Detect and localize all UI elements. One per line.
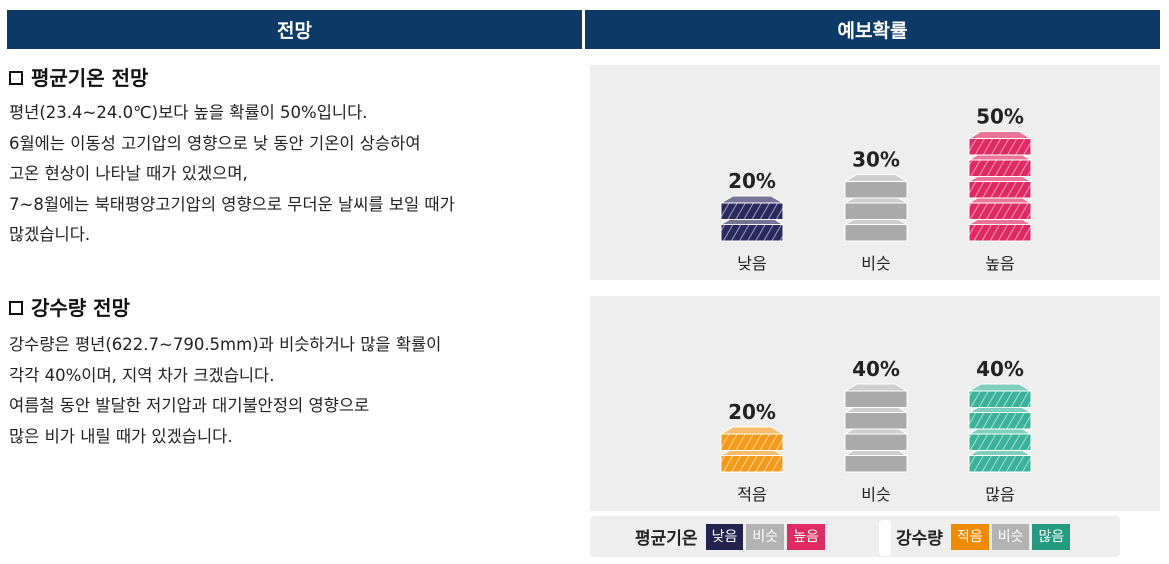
bar-segment-top	[967, 131, 1033, 139]
temperature-description: 평년(23.4~24.0℃)보다 높을 확률이 50%입니다. 6월에는 이동성 …	[9, 98, 455, 251]
bar-segment	[844, 455, 908, 473]
bar-segment	[720, 224, 784, 242]
bar-segment	[720, 202, 784, 220]
bar-segment	[968, 202, 1032, 220]
precipitation-line: 여름철 동안 발달한 저기압과 대기불안정의 영향으로	[9, 396, 370, 415]
temperature-legend: 평균기온 낮음 비슷 높음	[635, 516, 828, 557]
bar-segment	[968, 455, 1032, 473]
category-label: 높음	[985, 254, 1014, 273]
legend-chip-more: 많음	[1032, 523, 1071, 550]
bar-segment	[844, 433, 908, 451]
legend-title-temperature: 평균기온	[635, 529, 698, 549]
bar-segment	[844, 412, 908, 430]
square-bullet-icon	[9, 301, 23, 315]
temperature-line: 6월에는 이동성 고기압의 영향으로 낮 동안 기온이 상승하여	[9, 133, 421, 153]
precipitation-chart-panel: 20% 적음 40% 비슷 40% 많음	[590, 296, 1160, 511]
legend-chip-similar: 비슷	[991, 523, 1030, 550]
temperature-line: 많겠습니다.	[9, 225, 91, 244]
square-bullet-icon	[9, 71, 23, 85]
bar-segment	[968, 159, 1032, 177]
temperature-line: 고온 현상이 나타날 때가 있겠으며,	[9, 164, 248, 183]
bar-segment-top	[967, 383, 1033, 392]
bar-segment	[968, 412, 1032, 430]
bar-segment	[844, 390, 908, 408]
probability-header: 예보확률	[585, 10, 1160, 49]
category-label: 많음	[985, 485, 1014, 504]
bar-value-label: 40%	[852, 357, 900, 381]
bar-segment	[968, 390, 1032, 408]
bar-segment	[844, 181, 908, 199]
bar-높음	[967, 131, 1033, 242]
bar-segment	[968, 181, 1032, 199]
bar-value-label: 50%	[976, 105, 1024, 129]
bar-segment	[968, 138, 1032, 156]
outlook-header: 전망	[7, 10, 582, 49]
bar-segment	[844, 224, 908, 242]
bar-segment	[968, 224, 1032, 242]
precipitation-legend: 강수량 적음 비슷 많음	[896, 516, 1073, 557]
bar-segment	[968, 433, 1032, 451]
category-label: 낮음	[737, 254, 766, 273]
bar-value-label: 30%	[852, 148, 900, 172]
precipitation-probability-chart: 20% 적음 40% 비슷 40% 많음	[719, 357, 1033, 504]
bar-많음	[967, 383, 1033, 473]
temperature-line: 평년(23.4~24.0℃)보다 높을 확률이 50%입니다.	[9, 103, 368, 122]
legend-chip-low: 낮음	[705, 523, 744, 550]
precipitation-section-title: 강수량 전망	[9, 292, 130, 321]
bar-비슷	[843, 174, 909, 242]
bar-segment-top	[843, 383, 909, 392]
bar-segment	[844, 202, 908, 220]
legend-divider	[879, 520, 891, 556]
temperature-chart-panel: 20% 낮음 30% 비슷 50% 높음	[590, 65, 1160, 280]
temperature-title-text: 평균기온 전망	[31, 66, 149, 90]
precipitation-line: 강수량은 평년(622.7~790.5mm)과 비슷하거나 많을 확률이	[9, 335, 442, 354]
legend-chip-normal: 비슷	[746, 523, 785, 550]
bar-value-label: 20%	[728, 169, 776, 193]
legend: 평균기온 낮음 비슷 높음 강수량 적음 비슷 많음	[590, 516, 1120, 557]
bar-적음	[719, 426, 785, 473]
legend-chip-less: 적음	[950, 523, 989, 550]
category-label: 비슷	[861, 485, 890, 504]
temperature-line: 7~8월에는 북태평양고기압의 영향으로 무더운 날씨를 보일 때가	[9, 194, 455, 214]
precipitation-line: 각각 40%이며, 지역 차가 크겠습니다.	[9, 365, 275, 385]
category-label: 적음	[737, 485, 766, 504]
temperature-probability-chart: 20% 낮음 30% 비슷 50% 높음	[719, 105, 1033, 273]
legend-chip-high: 높음	[787, 523, 825, 550]
bar-segment-top	[843, 174, 909, 182]
precipitation-line: 많은 비가 내릴 때가 있겠습니다.	[9, 426, 233, 446]
bar-segment	[720, 433, 784, 451]
bar-비슷	[843, 383, 909, 473]
bar-낮음	[719, 195, 785, 242]
precipitation-title-text: 강수량 전망	[31, 296, 130, 320]
bar-segment-top	[719, 195, 785, 204]
temperature-section-title: 평균기온 전망	[9, 62, 148, 91]
category-label: 비슷	[861, 254, 890, 273]
bar-segment-top	[719, 426, 785, 435]
bar-value-label: 40%	[976, 357, 1024, 381]
bar-value-label: 20%	[728, 400, 776, 424]
bar-segment	[720, 455, 784, 473]
legend-title-precipitation: 강수량	[896, 529, 943, 549]
